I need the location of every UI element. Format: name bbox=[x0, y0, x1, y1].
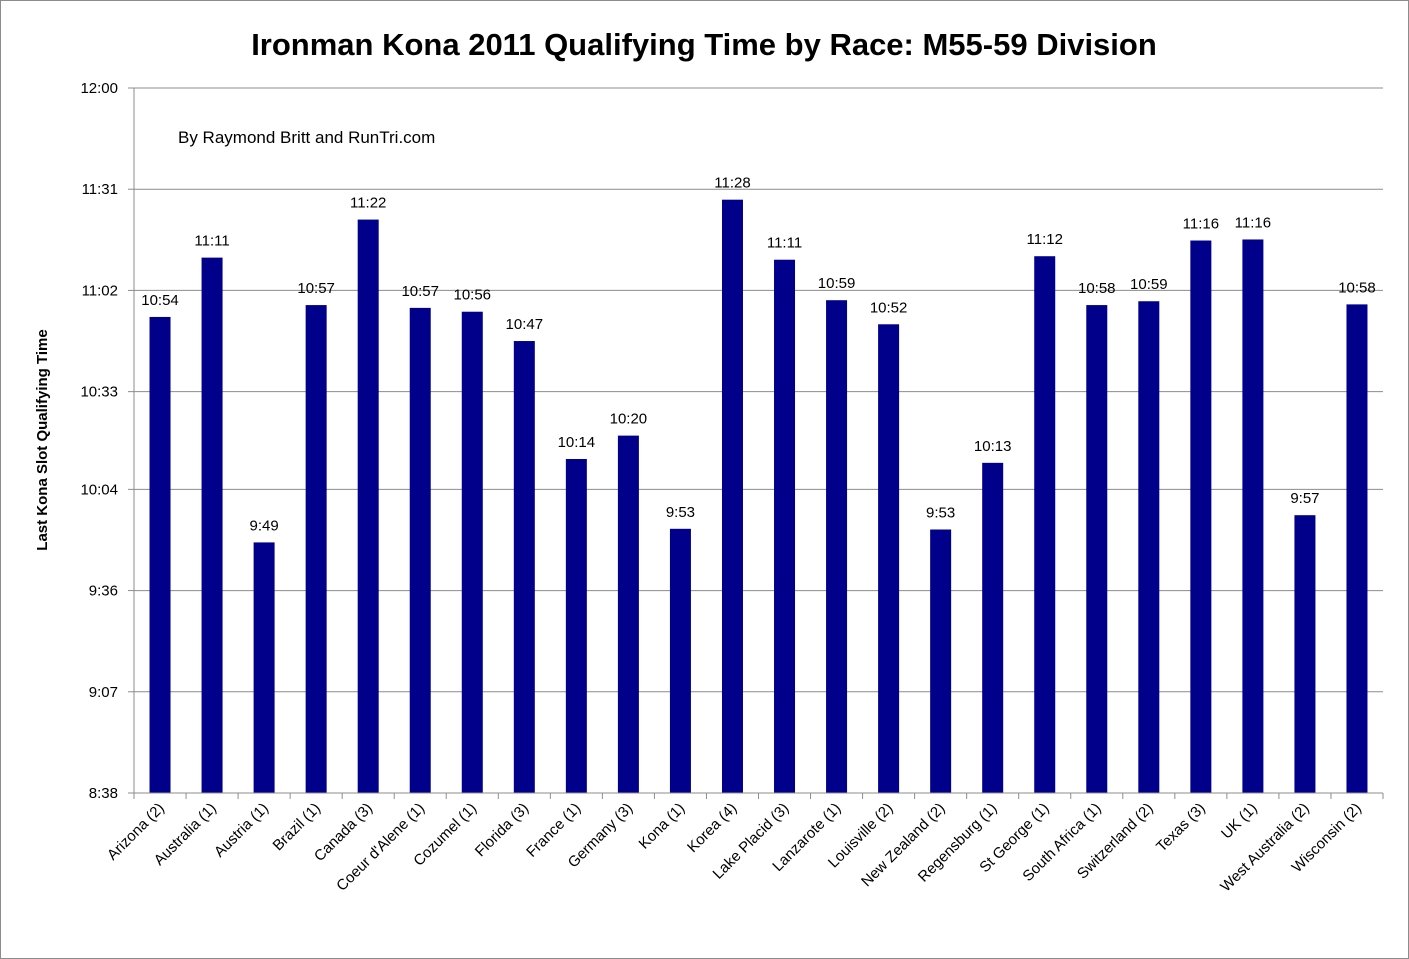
bar bbox=[1346, 304, 1368, 793]
x-tick-label: Brazil (1) bbox=[270, 800, 324, 854]
data-label: 10:20 bbox=[610, 411, 648, 428]
data-label: 11:11 bbox=[194, 233, 229, 250]
data-label: 11:16 bbox=[1235, 214, 1271, 231]
data-label: 10:59 bbox=[1130, 276, 1168, 293]
data-label: 10:59 bbox=[818, 275, 856, 292]
bar bbox=[826, 300, 848, 793]
data-label: 11:28 bbox=[714, 175, 750, 192]
bar bbox=[1242, 239, 1264, 794]
data-label: 10:52 bbox=[870, 299, 908, 316]
chart-title: Ironman Kona 2011 Qualifying Time by Rac… bbox=[251, 27, 1157, 62]
data-label: 9:57 bbox=[1290, 490, 1319, 507]
data-label: 10:57 bbox=[297, 280, 335, 297]
bar bbox=[1034, 256, 1056, 793]
bar bbox=[253, 542, 275, 793]
data-label: 10:58 bbox=[1338, 279, 1376, 296]
data-label: 9:53 bbox=[926, 504, 955, 521]
y-tick-label: 12:00 bbox=[80, 80, 118, 97]
y-tick-label: 11:31 bbox=[82, 181, 118, 198]
x-tick-label: Texas (3) bbox=[1153, 800, 1209, 856]
y-tick-label: 9:07 bbox=[89, 684, 118, 701]
x-tick-label: UK (1) bbox=[1218, 800, 1261, 843]
y-tick-label: 8:38 bbox=[89, 785, 118, 802]
bar bbox=[669, 528, 691, 793]
bar bbox=[201, 257, 223, 794]
data-label: 11:16 bbox=[1183, 216, 1219, 233]
bar bbox=[565, 458, 587, 793]
bar bbox=[357, 219, 379, 794]
bar bbox=[1294, 515, 1316, 793]
data-label: 11:11 bbox=[767, 235, 802, 252]
bar bbox=[982, 462, 1004, 793]
x-tick-label: Coeur d'Alene (1) bbox=[333, 800, 428, 895]
bar bbox=[1138, 301, 1160, 793]
data-label: 11:22 bbox=[350, 195, 386, 212]
axes bbox=[128, 87, 1384, 799]
bar bbox=[617, 435, 639, 793]
data-label: 10:13 bbox=[974, 438, 1012, 455]
y-tick-label: 10:33 bbox=[80, 384, 118, 401]
bar bbox=[930, 529, 952, 793]
bar bbox=[721, 199, 743, 793]
gridlines bbox=[134, 87, 1383, 693]
y-tick-label: 9:36 bbox=[89, 583, 118, 600]
bar bbox=[1190, 240, 1212, 793]
chart-annotation: By Raymond Britt and RunTri.com bbox=[178, 128, 435, 147]
bar bbox=[1086, 305, 1108, 793]
data-label: 10:56 bbox=[453, 287, 491, 304]
data-label: 10:54 bbox=[141, 292, 179, 309]
x-tick-label: West Australia (2) bbox=[1217, 800, 1313, 896]
data-label: 9:49 bbox=[250, 517, 279, 534]
data-label: 10:58 bbox=[1078, 280, 1116, 297]
bar bbox=[409, 307, 431, 793]
data-label: 10:57 bbox=[401, 283, 439, 300]
bar bbox=[513, 341, 535, 793]
data-label: 11:12 bbox=[1027, 231, 1063, 248]
bar bbox=[305, 305, 327, 793]
data-label: 10:47 bbox=[506, 316, 544, 333]
x-tick-label: Florida (3) bbox=[472, 800, 532, 860]
y-tick-label: 10:04 bbox=[80, 481, 118, 498]
bar bbox=[878, 324, 900, 793]
y-tick-label: 11:02 bbox=[82, 282, 118, 299]
bar bbox=[774, 259, 796, 793]
x-tick-label: Kona (1) bbox=[636, 800, 689, 853]
bar bbox=[149, 316, 171, 793]
bar bbox=[461, 311, 483, 793]
bars bbox=[149, 199, 1368, 794]
data-label: 10:14 bbox=[558, 434, 596, 451]
data-label: 9:53 bbox=[666, 504, 695, 521]
y-axis-label: Last Kona Slot Qualifying Time bbox=[34, 329, 51, 550]
x-tick-label: Austria (1) bbox=[211, 800, 272, 861]
